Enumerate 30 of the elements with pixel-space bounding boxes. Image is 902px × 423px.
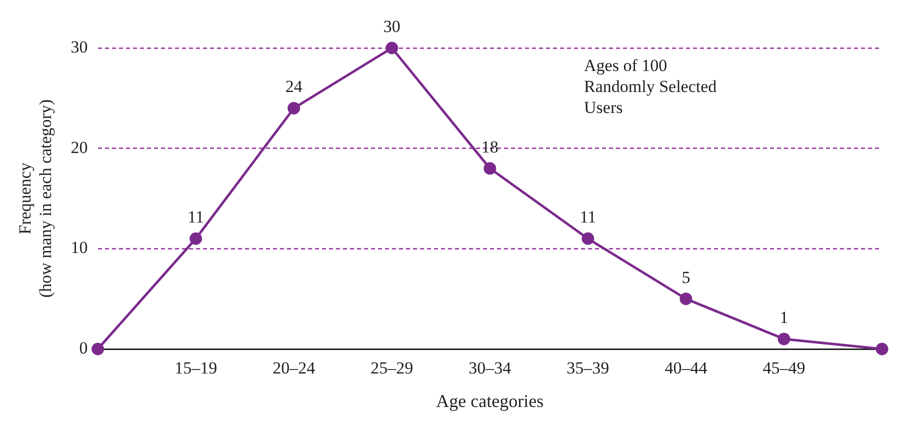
y-tick-label: 20 [70, 138, 88, 157]
data-label: 1 [780, 308, 788, 327]
y-tick-label: 30 [70, 37, 88, 56]
y-tick-label: 10 [70, 238, 88, 258]
x-tick-label: 35–39 [566, 358, 610, 378]
data-label: 24 [285, 77, 303, 96]
x-axis-title: Age categories [436, 390, 544, 411]
annotation: Ages of 100 Randomly Selected Users [584, 56, 718, 117]
data-label: 11 [188, 208, 204, 227]
y-tick-label: 0 [79, 338, 88, 358]
x-tick-label: 20–24 [272, 358, 316, 378]
point [386, 42, 398, 54]
y-axis-title: Frequency (how many in each category) [16, 99, 56, 298]
point [92, 342, 104, 356]
point [582, 232, 594, 245]
point [680, 292, 692, 306]
data-label: 30 [383, 16, 400, 36]
data-label: 5 [682, 268, 690, 287]
x-tick-label: 40–44 [664, 358, 708, 378]
point [876, 342, 888, 356]
data-label: 11 [580, 208, 596, 227]
point [288, 102, 300, 114]
x-tick-label: 30–34 [468, 358, 512, 378]
data-label: 18 [481, 137, 498, 156]
x-tick-label: 25–29 [370, 358, 414, 378]
point [484, 162, 496, 175]
point [190, 232, 202, 245]
x-tick-label: 15–19 [174, 358, 218, 378]
point [778, 332, 790, 346]
x-tick-label: 45–49 [762, 358, 806, 378]
